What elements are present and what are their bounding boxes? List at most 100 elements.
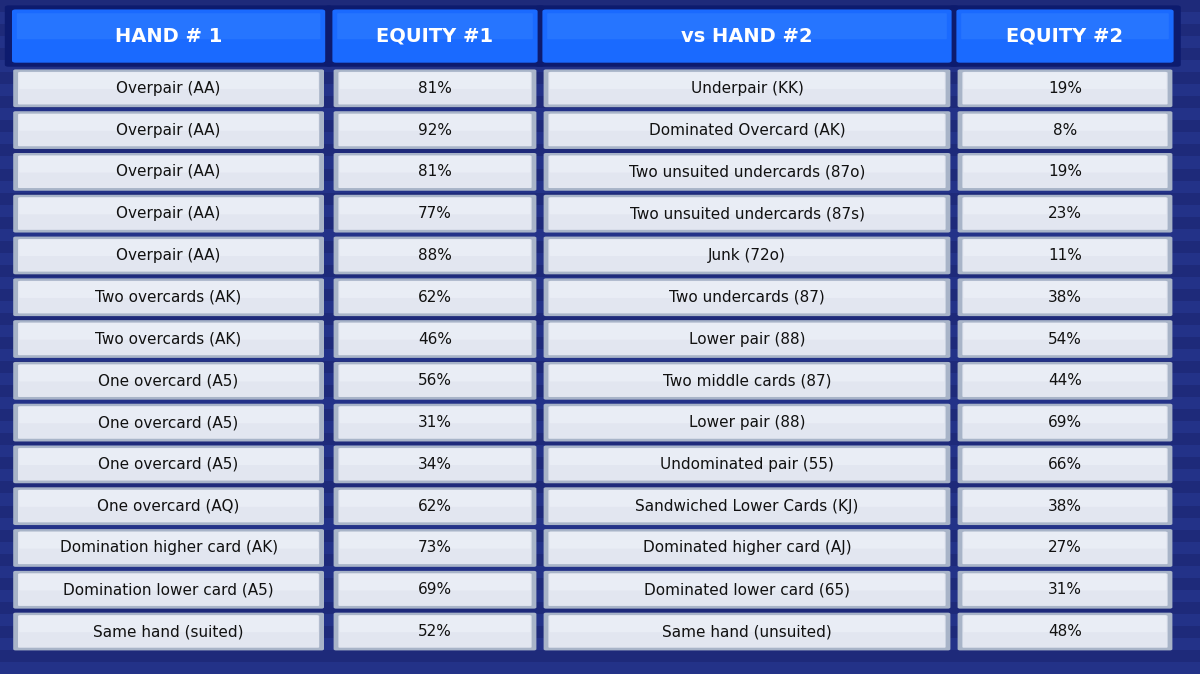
Text: Two middle cards (87): Two middle cards (87) [662,373,832,388]
FancyBboxPatch shape [962,239,1168,272]
FancyBboxPatch shape [544,111,950,149]
FancyBboxPatch shape [18,323,319,355]
Text: One overcard (A5): One overcard (A5) [98,373,239,388]
FancyBboxPatch shape [340,574,530,590]
FancyBboxPatch shape [337,13,533,39]
FancyBboxPatch shape [19,156,318,173]
FancyBboxPatch shape [958,69,1172,107]
FancyBboxPatch shape [964,281,1166,298]
FancyBboxPatch shape [550,406,944,423]
Text: Dominated higher card (AJ): Dominated higher card (AJ) [643,541,851,555]
FancyBboxPatch shape [19,448,318,465]
Text: Two undercards (87): Two undercards (87) [670,290,824,305]
FancyBboxPatch shape [964,490,1166,507]
FancyBboxPatch shape [325,5,545,67]
FancyBboxPatch shape [340,197,530,214]
FancyBboxPatch shape [334,320,536,358]
FancyBboxPatch shape [964,615,1166,632]
FancyBboxPatch shape [334,237,536,274]
FancyBboxPatch shape [964,448,1166,465]
FancyBboxPatch shape [334,529,536,567]
FancyBboxPatch shape [548,406,946,439]
FancyBboxPatch shape [958,571,1172,609]
Text: Underpair (KK): Underpair (KK) [690,81,804,96]
FancyBboxPatch shape [334,362,536,400]
FancyBboxPatch shape [338,532,532,564]
Text: 56%: 56% [418,373,452,388]
FancyBboxPatch shape [964,365,1166,381]
FancyBboxPatch shape [18,574,319,606]
FancyBboxPatch shape [962,365,1168,397]
FancyBboxPatch shape [962,323,1168,355]
FancyBboxPatch shape [13,487,324,525]
FancyBboxPatch shape [338,72,532,104]
FancyBboxPatch shape [13,111,324,149]
FancyBboxPatch shape [544,446,950,483]
FancyBboxPatch shape [334,487,536,525]
FancyBboxPatch shape [334,571,536,609]
FancyBboxPatch shape [338,574,532,606]
FancyBboxPatch shape [548,197,946,230]
Bar [0,325,1200,337]
FancyBboxPatch shape [958,195,1172,233]
FancyBboxPatch shape [958,320,1172,358]
FancyBboxPatch shape [340,490,530,507]
FancyBboxPatch shape [535,5,959,67]
FancyBboxPatch shape [18,615,319,648]
Text: 8%: 8% [1052,123,1078,137]
FancyBboxPatch shape [338,406,532,439]
FancyBboxPatch shape [964,574,1166,590]
FancyBboxPatch shape [962,490,1168,522]
FancyBboxPatch shape [18,239,319,272]
FancyBboxPatch shape [958,153,1172,191]
FancyBboxPatch shape [334,404,536,441]
FancyBboxPatch shape [949,5,1181,67]
Text: 38%: 38% [1048,499,1082,514]
FancyBboxPatch shape [340,156,530,173]
Text: 19%: 19% [1048,164,1082,179]
FancyBboxPatch shape [958,446,1172,483]
Text: 31%: 31% [418,415,452,430]
Text: Domination lower card (A5): Domination lower card (A5) [64,582,274,597]
Text: 38%: 38% [1048,290,1082,305]
FancyBboxPatch shape [18,114,319,146]
FancyBboxPatch shape [18,532,319,564]
FancyBboxPatch shape [17,13,320,39]
FancyBboxPatch shape [964,114,1166,131]
FancyBboxPatch shape [334,69,536,107]
FancyBboxPatch shape [340,448,530,465]
FancyBboxPatch shape [19,239,318,256]
FancyBboxPatch shape [544,529,950,567]
FancyBboxPatch shape [18,490,319,522]
FancyBboxPatch shape [550,239,944,256]
FancyBboxPatch shape [962,281,1168,313]
FancyBboxPatch shape [550,197,944,214]
FancyBboxPatch shape [544,404,950,441]
FancyBboxPatch shape [548,448,946,481]
Bar [0,109,1200,121]
FancyBboxPatch shape [338,365,532,397]
FancyBboxPatch shape [338,615,532,648]
FancyBboxPatch shape [340,365,530,381]
FancyBboxPatch shape [544,487,950,525]
FancyBboxPatch shape [13,571,324,609]
FancyBboxPatch shape [548,532,946,564]
Text: Domination higher card (AK): Domination higher card (AK) [60,541,277,555]
Text: 31%: 31% [1048,582,1082,597]
FancyBboxPatch shape [19,490,318,507]
FancyBboxPatch shape [334,278,536,316]
FancyBboxPatch shape [544,195,950,233]
Text: 81%: 81% [418,81,452,96]
FancyBboxPatch shape [13,237,324,274]
FancyBboxPatch shape [542,9,952,63]
Text: 73%: 73% [418,541,452,555]
FancyBboxPatch shape [19,197,318,214]
FancyBboxPatch shape [13,153,324,191]
FancyBboxPatch shape [550,114,944,131]
Bar [0,84,1200,96]
FancyBboxPatch shape [550,323,944,340]
Text: 23%: 23% [1048,206,1082,221]
FancyBboxPatch shape [964,323,1166,340]
FancyBboxPatch shape [18,448,319,481]
FancyBboxPatch shape [548,281,946,313]
